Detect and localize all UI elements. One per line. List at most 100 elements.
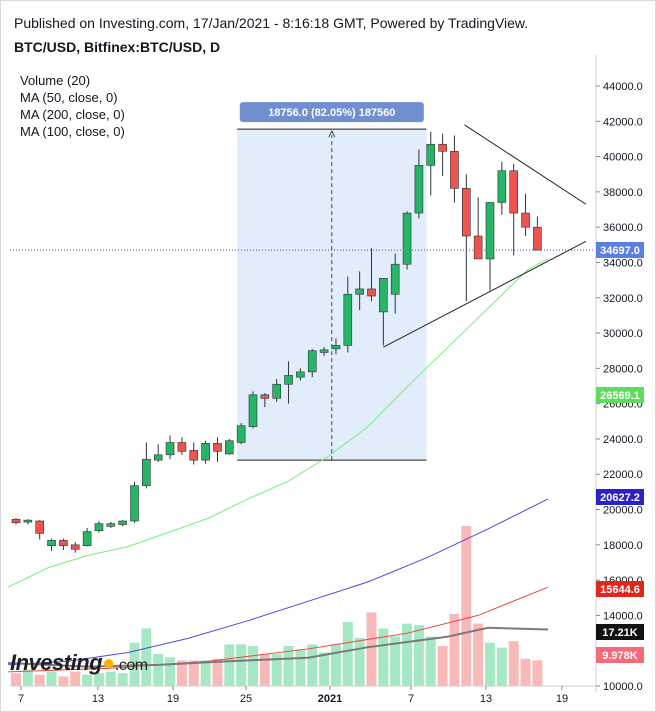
volume-bar (271, 654, 282, 686)
volume-bar (248, 646, 258, 686)
volume-bar (342, 622, 353, 686)
candle-body (23, 519, 33, 523)
candle-body (355, 288, 364, 295)
volume-bar (437, 646, 448, 686)
volume-bar (508, 641, 519, 686)
y-tick-label: 30000.0 (603, 328, 643, 340)
x-tick-label: 25 (240, 693, 252, 705)
y-tick-label: 24000.0 (603, 434, 643, 446)
y-tick-label: 28000.0 (603, 363, 643, 375)
published-caption: Published on Investing.com, 17/Jan/2021 … (14, 15, 529, 31)
candle-body (70, 544, 80, 550)
volume-bar (141, 628, 152, 686)
candle-body (260, 394, 270, 399)
candle-body (236, 425, 246, 443)
candle-body (189, 450, 199, 461)
y-tick-label: 20000.0 (603, 505, 643, 517)
volume-bar (307, 644, 318, 686)
candle-body (307, 350, 317, 373)
y-tick-label: 36000.0 (603, 222, 643, 234)
volume-bar (378, 628, 389, 686)
candle-body (438, 143, 447, 152)
volume-bar (165, 657, 176, 686)
x-tick-label: 7 (408, 693, 414, 705)
price-tag (596, 647, 644, 663)
candle-body (450, 150, 459, 189)
legend-ma100: MA (100, close, 0) (20, 124, 125, 139)
candle-body (153, 454, 163, 461)
ma100-line (7, 498, 549, 666)
candle-body (82, 531, 92, 547)
y-tick-label: 10000.0 (603, 681, 643, 693)
candle-body (533, 226, 542, 251)
volume-bar (58, 676, 69, 686)
volume-bar (402, 623, 413, 686)
y-tick-label: 42000.0 (603, 116, 643, 128)
price-tag-label: 34697.0 (600, 245, 640, 257)
legend-ma50: MA (50, close, 0) (20, 90, 118, 105)
y-tick-label: 40000.0 (603, 152, 643, 164)
x-tick-label: 19 (556, 693, 568, 705)
x-tick-label: 2021 (318, 693, 342, 705)
volume-bar (117, 673, 128, 686)
y-tick-label: 38000.0 (603, 187, 643, 199)
candle-body (213, 443, 222, 452)
volume-bar (93, 673, 104, 686)
candle-body (165, 442, 175, 456)
candle-body (284, 375, 293, 385)
x-tick-label: 13 (480, 693, 492, 705)
measure-arrowhead (328, 130, 336, 138)
measure-label: 18756.0 (82.05%) 187560 (268, 107, 395, 119)
candle-body (248, 394, 258, 427)
volume-bar (212, 658, 223, 686)
candle-body (225, 440, 234, 455)
y-tick-label: 18000.0 (603, 540, 643, 552)
candle-body (47, 540, 56, 547)
logo-text: Investing (10, 650, 103, 675)
price-tag-label: 26569.1 (600, 390, 640, 402)
volume-bar (295, 649, 306, 686)
candle-body (509, 170, 519, 214)
price-tag-label: 17.21K (602, 627, 638, 639)
candle-body (118, 520, 127, 525)
price-tag (596, 489, 644, 505)
candle-body (473, 235, 483, 260)
volume-bar (224, 644, 235, 686)
price-tag-label: 15644.6 (600, 584, 640, 596)
symbol-title: BTC/USD, Bitfinex:BTC/USD, D (14, 39, 221, 55)
volume-bar (259, 654, 270, 686)
volume-bar (236, 644, 247, 686)
price-tag (596, 242, 644, 258)
price-tag (596, 387, 644, 403)
volume-bar (485, 642, 495, 686)
candle-body (331, 345, 341, 350)
candle-body (497, 170, 507, 203)
volume-bar (11, 673, 21, 686)
volume-bar (22, 670, 33, 686)
volume-bar (70, 671, 81, 686)
volume-bar (188, 660, 199, 686)
candle-body (414, 165, 424, 214)
candle-body (485, 202, 495, 260)
volume-bar (330, 644, 341, 686)
candle-body (142, 458, 151, 487)
candle-body (272, 383, 282, 399)
volume-bar (390, 636, 401, 686)
volume-bar (425, 636, 436, 686)
x-tick-label: 19 (167, 693, 179, 705)
volume-bar (283, 646, 294, 686)
price-tag-label: 9.978K (602, 650, 638, 662)
volume-bar (153, 654, 164, 686)
ma50-line (7, 258, 549, 588)
candle-body (521, 212, 530, 228)
candle-body (367, 288, 376, 297)
legend-volume: Volume (20) (20, 73, 91, 88)
volume-bar (449, 614, 460, 686)
y-tick-label: 22000.0 (603, 469, 643, 481)
volume-bar (105, 671, 116, 686)
triangle-lower-line (383, 240, 587, 348)
volume-bar (46, 671, 57, 686)
candle-body (319, 349, 329, 353)
volume-bar (520, 658, 531, 686)
